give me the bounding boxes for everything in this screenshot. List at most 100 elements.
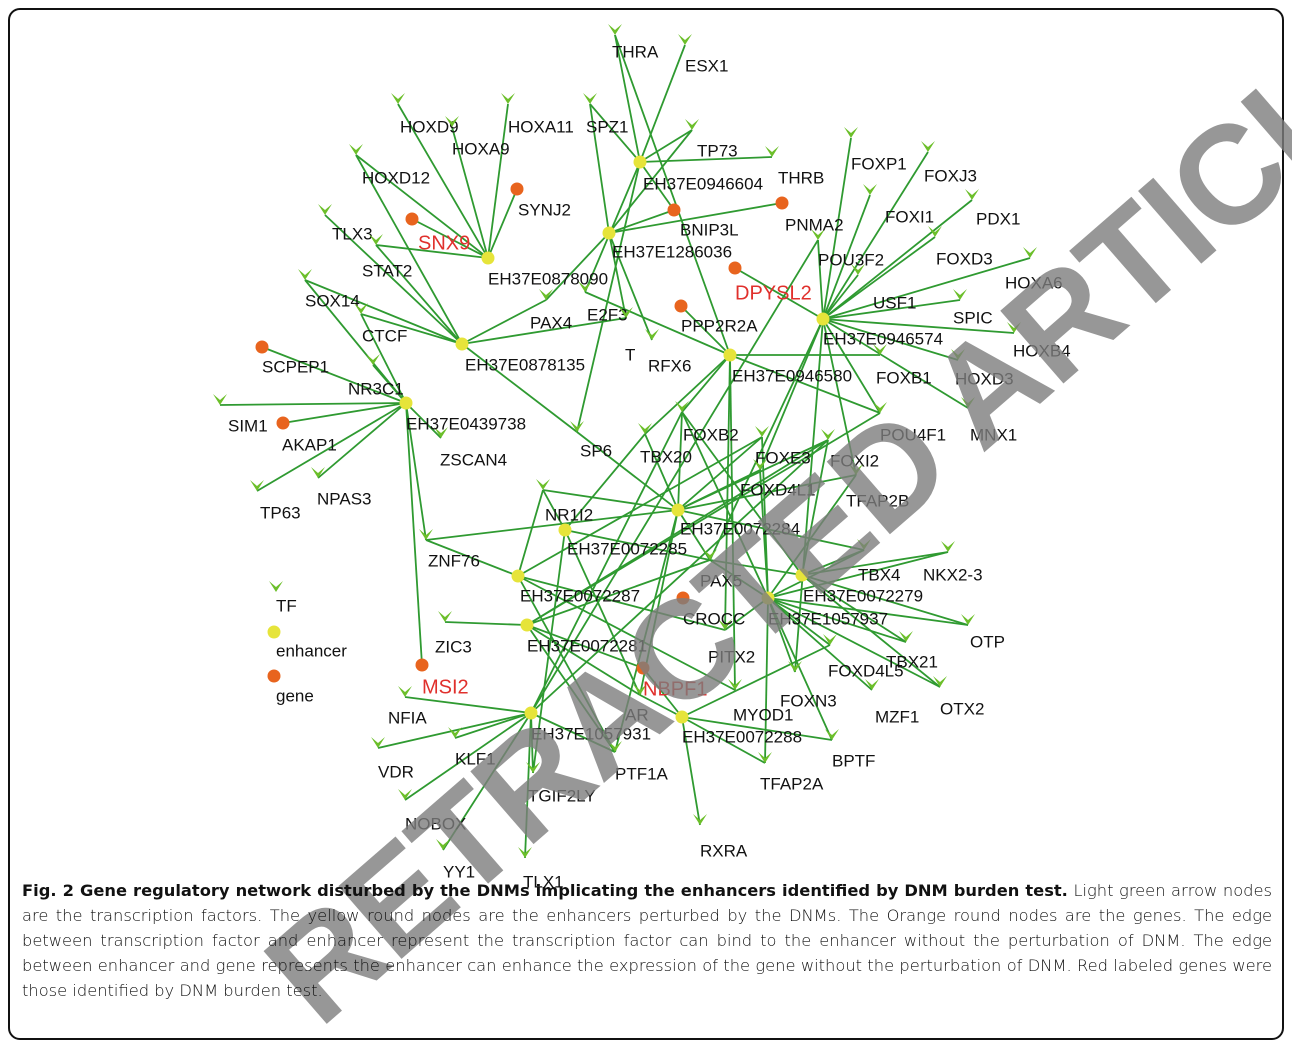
tf-label: ZIC3	[435, 637, 472, 656]
tf-marker	[873, 344, 887, 355]
caption-title: Fig. 2 Gene regulatory network disturbed…	[22, 881, 1068, 900]
tf-marker	[419, 529, 433, 540]
tf-label: PITX2	[708, 647, 755, 666]
enhancer-node	[816, 312, 830, 326]
tf-label: TFAP2A	[760, 774, 824, 793]
tf-label: PDX1	[976, 209, 1020, 228]
tf-label: FOXP1	[851, 154, 907, 173]
enhancer-node	[481, 251, 495, 265]
burden-gene-label: NBPF1	[643, 678, 707, 700]
edge	[767, 551, 949, 599]
edge	[564, 529, 641, 696]
tf-label: POU3F2	[818, 250, 884, 269]
legend-label: gene	[276, 686, 314, 705]
edge	[405, 402, 427, 541]
edge	[397, 103, 489, 259]
legend-gene	[267, 669, 281, 683]
tf-marker	[398, 686, 412, 697]
edge	[822, 299, 961, 320]
edge	[526, 559, 711, 626]
edge	[822, 318, 881, 414]
enhancer-label: EH37E0946604	[643, 174, 763, 193]
edge	[822, 318, 959, 361]
tf-marker	[703, 549, 717, 560]
tf-marker	[844, 127, 858, 138]
tf-marker	[349, 144, 363, 155]
burden-gene-label: DPYSL2	[735, 282, 812, 304]
tf-marker	[578, 281, 592, 292]
enhancer-node	[399, 396, 413, 410]
tf-label: OTP	[970, 632, 1005, 651]
edges	[219, 34, 1031, 859]
edge	[375, 244, 463, 345]
tf-marker	[448, 727, 462, 738]
enhancer-node	[602, 226, 616, 240]
tf-marker	[536, 479, 550, 490]
tf-label: FOXB2	[683, 425, 739, 444]
edge	[530, 411, 683, 714]
legend-label: enhancer	[276, 641, 347, 660]
edge	[681, 644, 831, 718]
edge	[801, 439, 829, 576]
tf-label: HOXB4	[1013, 341, 1071, 360]
edge	[256, 402, 407, 492]
enhancer-node	[723, 348, 737, 362]
tf-label: RXRA	[700, 841, 748, 860]
edge	[517, 436, 763, 577]
edge	[487, 188, 518, 259]
edge	[576, 161, 641, 433]
tf-marker	[849, 464, 863, 475]
tf-marker	[298, 269, 312, 280]
edge	[530, 712, 616, 753]
edge	[794, 318, 824, 673]
tf-label: HOXA11	[508, 117, 574, 136]
edge	[677, 474, 857, 511]
enhancer-node	[761, 591, 775, 605]
tf-label: FOXN3	[780, 691, 837, 710]
edge	[767, 597, 941, 688]
gene-node	[255, 340, 269, 354]
gene-node	[775, 196, 789, 210]
edge	[724, 354, 731, 631]
tf-label: CTCF	[362, 326, 407, 345]
edge	[219, 402, 407, 406]
edge	[461, 343, 578, 433]
edge	[767, 597, 833, 741]
edge	[639, 129, 693, 163]
tf-marker	[753, 459, 767, 470]
edge	[261, 346, 407, 404]
edge	[425, 539, 519, 577]
tf-marker	[318, 204, 332, 215]
tf-label: POU4F1	[880, 425, 946, 444]
edge	[677, 411, 683, 511]
edge	[801, 574, 907, 643]
edge	[729, 354, 881, 414]
enhancer-label: EH37E0878090	[488, 269, 608, 288]
enhancer-node	[671, 503, 685, 517]
edge	[377, 712, 532, 749]
edge	[444, 621, 528, 626]
edge	[526, 624, 644, 669]
burden-gene-label: SNX9	[418, 232, 470, 254]
tf-marker	[633, 684, 647, 695]
gene-label: BNIP3L	[680, 220, 739, 239]
edge	[526, 439, 829, 626]
edge	[545, 232, 610, 301]
edge	[822, 274, 859, 320]
edge	[614, 34, 641, 163]
tf-label: FOXE3	[755, 448, 811, 467]
tf-label: NR1I2	[545, 505, 593, 524]
tf-label: RFX6	[648, 356, 691, 375]
tf-label: HOXA6	[1005, 273, 1063, 292]
legend-label: TF	[276, 596, 297, 615]
edge	[461, 317, 627, 345]
enhancer-node	[520, 618, 534, 632]
tf-label: TBX21	[886, 652, 938, 671]
edge	[822, 257, 1031, 320]
edge	[680, 305, 731, 356]
edge	[355, 154, 489, 259]
edge	[405, 402, 442, 439]
tf-marker	[961, 614, 975, 625]
tf-marker	[311, 467, 325, 478]
edge	[681, 716, 701, 826]
